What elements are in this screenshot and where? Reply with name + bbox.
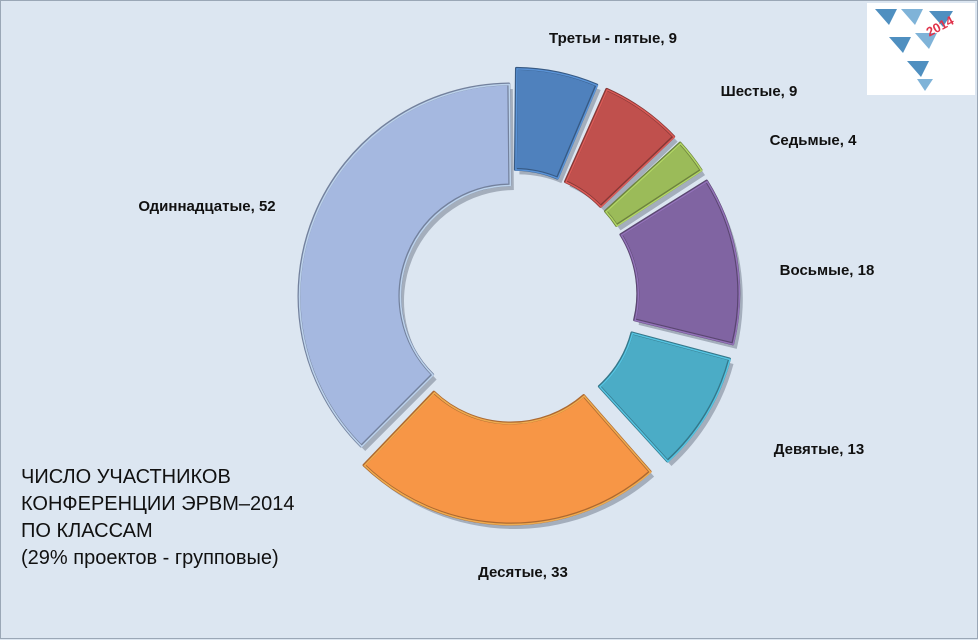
- slice-bevel: [565, 88, 676, 208]
- slice-labels: Третьи - пятые, 9 Шестые, 9 Седьмые, 4 Вось…: [138, 30, 874, 581]
- slice-label-3: Седьмые, 4: [770, 132, 858, 149]
- slice-label-6: Десятые, 33: [478, 564, 568, 581]
- title-line-4: (29% проектов - групповые): [21, 547, 279, 569]
- logo-year: 2014: [924, 12, 957, 39]
- slice-bevel: [604, 142, 703, 227]
- slice-label-2: Шестые, 9: [721, 83, 798, 100]
- conference-logo: 2014: [867, 3, 975, 95]
- slice-bevel: [620, 180, 741, 346]
- logo-mark-icon: 2014: [875, 9, 957, 91]
- slice-bevel: [298, 83, 512, 448]
- slice-label-1: Третьи - пятые, 9: [549, 30, 677, 47]
- donut-slices: [297, 66, 743, 529]
- title-line-3: ПО КЛАССАМ: [21, 520, 153, 542]
- slice-bevel: [515, 68, 599, 180]
- slice-label-7: Одиннадцатые, 52: [138, 198, 275, 215]
- title-line-2: КОНФЕРЕНЦИИ ЭРВМ–2014: [21, 493, 295, 515]
- chart-title: ЧИСЛО УЧАСТНИКОВ КОНФЕРЕНЦИИ ЭРВМ–2014 П…: [21, 464, 295, 572]
- slice-label-5: Девятые, 13: [774, 441, 865, 458]
- slice-bevel: [598, 332, 731, 463]
- title-line-1: ЧИСЛО УЧАСТНИКОВ: [21, 466, 231, 488]
- slice-label-4: Восьмые, 18: [780, 262, 875, 279]
- slice-bevel: [363, 391, 652, 526]
